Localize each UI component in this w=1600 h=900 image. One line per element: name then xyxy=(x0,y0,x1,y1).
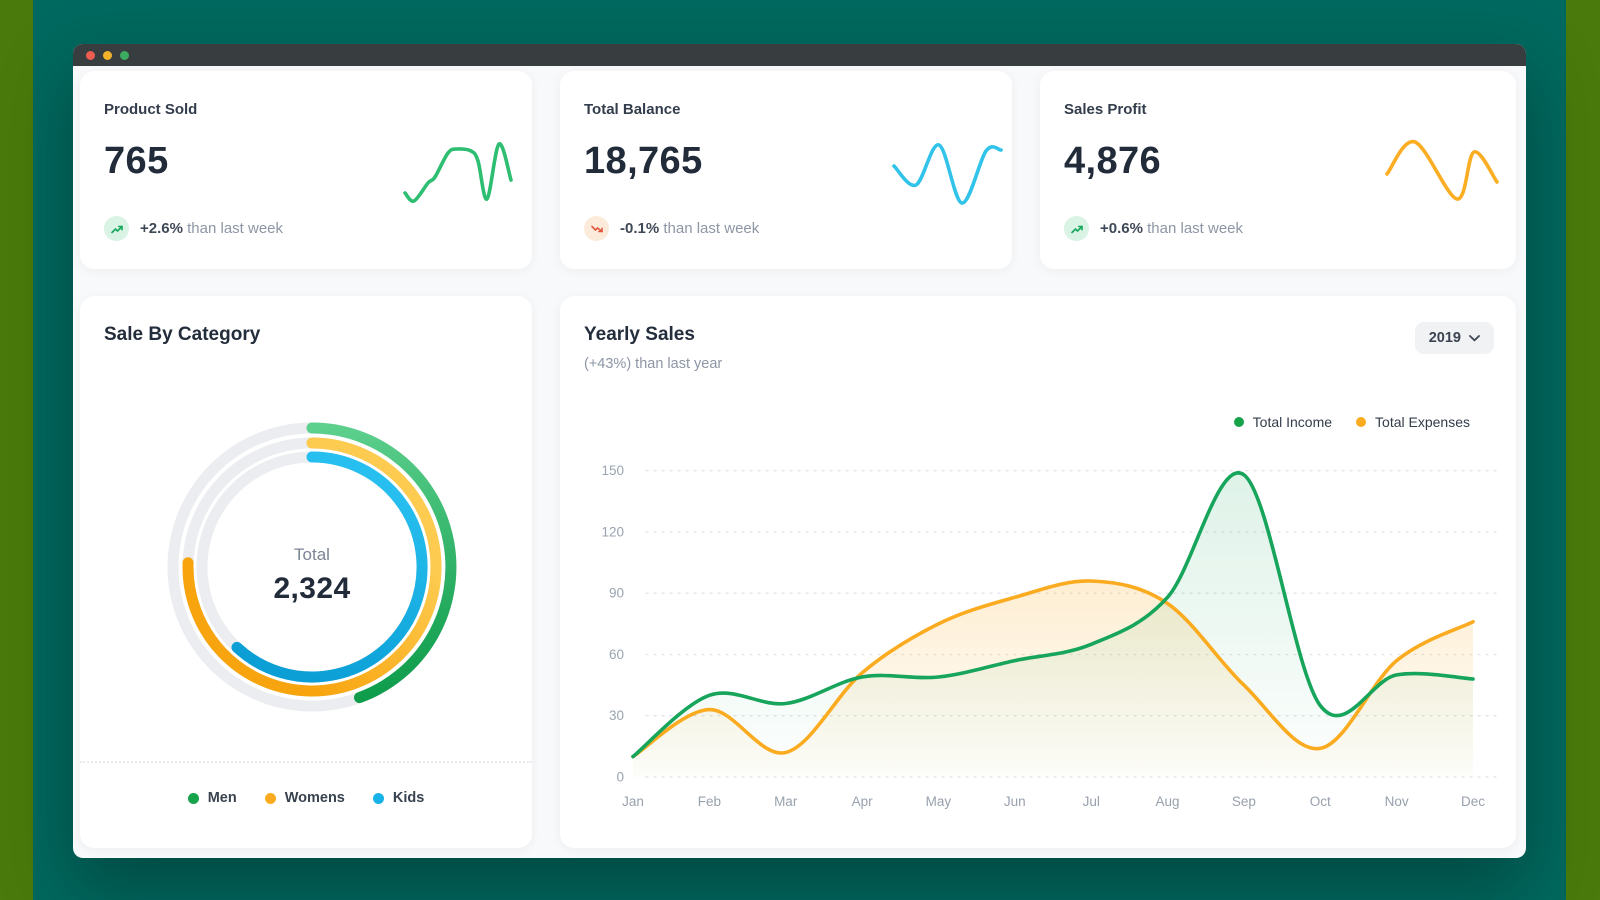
stat-card-product-sold: Product Sold 765 +2.6% than last week xyxy=(80,71,532,269)
sales-profit-sparkline xyxy=(1385,140,1499,201)
trend-up-icon xyxy=(1064,216,1089,241)
stat-change-text: +2.6% than last week xyxy=(140,220,283,237)
stat-title: Sales Profit xyxy=(1064,101,1147,118)
category-legend: Men Womens Kids xyxy=(80,790,532,806)
legend-label: Total Income xyxy=(1252,414,1333,430)
svg-text:60: 60 xyxy=(609,647,624,662)
donut-center-total: Total 2,324 xyxy=(162,545,462,606)
stat-card-sales-profit: Sales Profit 4,876 +0.6% than last week xyxy=(1040,71,1516,269)
svg-text:120: 120 xyxy=(601,525,624,540)
card-subtitle: (+43%) than last year xyxy=(584,356,723,372)
stat-footer: +0.6% than last week xyxy=(1064,216,1243,241)
card-title: Sale By Category xyxy=(104,324,261,345)
chevron-down-icon xyxy=(1469,334,1480,341)
stat-change: -0.1% xyxy=(620,220,660,237)
svg-text:Nov: Nov xyxy=(1385,794,1409,809)
svg-text:Jan: Jan xyxy=(622,794,644,809)
total-income-legend-dot xyxy=(1233,417,1244,427)
womens-legend-dot xyxy=(264,792,276,804)
yearly-sales-card: Yearly Sales (+43%) than last year 2019 … xyxy=(560,296,1516,848)
trend-down-icon xyxy=(584,216,609,241)
window-titlebar xyxy=(73,44,1526,66)
svg-text:Aug: Aug xyxy=(1155,794,1179,809)
stat-change-text: +0.6% than last week xyxy=(1100,220,1243,237)
stat-card-total-balance: Total Balance 18,765 -0.1% than last wee… xyxy=(560,71,1012,269)
minimize-button[interactable] xyxy=(103,50,112,60)
legend-label: Men xyxy=(207,790,237,806)
svg-text:Oct: Oct xyxy=(1310,794,1331,809)
stat-value: 18,765 xyxy=(584,140,703,182)
svg-text:Jul: Jul xyxy=(1083,794,1100,809)
legend-item-total-expenses[interactable]: Total Expenses xyxy=(1356,414,1470,430)
legend-label: Kids xyxy=(392,790,425,806)
trend-up-icon xyxy=(104,216,129,241)
svg-text:May: May xyxy=(926,794,952,809)
men-legend-dot xyxy=(187,792,199,804)
yearly-chart-legend: Total Income Total Expenses xyxy=(1233,414,1470,430)
legend-item-womens[interactable]: Womens xyxy=(264,790,345,806)
dashboard-grid: Product Sold 765 +2.6% than last week To… xyxy=(80,71,1516,848)
svg-text:Sep: Sep xyxy=(1232,794,1256,809)
svg-text:Feb: Feb xyxy=(698,794,721,809)
stat-change-note: than last week xyxy=(1147,220,1244,237)
stat-change-note: than last week xyxy=(663,220,760,237)
stat-change-text: -0.1% than last week xyxy=(620,220,759,237)
total-expenses-legend-dot xyxy=(1356,417,1367,427)
year-selector-value: 2019 xyxy=(1428,330,1461,346)
yearly-sales-chart: 0 30 60 90 120 150 Jan Feb Mar Apr May Jun Jul Aug Sep… xyxy=(601,463,1497,809)
legend-item-men[interactable]: Men xyxy=(187,790,237,806)
legend-label: Womens xyxy=(284,790,345,806)
svg-text:90: 90 xyxy=(609,586,624,601)
kids-legend-dot xyxy=(372,792,384,804)
svg-text:Mar: Mar xyxy=(774,794,798,809)
stat-value: 4,876 xyxy=(1064,140,1162,182)
legend-item-kids[interactable]: Kids xyxy=(372,790,425,806)
stat-change: +0.6% xyxy=(1100,220,1143,237)
stat-value: 765 xyxy=(104,140,169,182)
stat-change-note: than last week xyxy=(187,220,284,237)
svg-text:Apr: Apr xyxy=(852,794,874,809)
product-sold-sparkline xyxy=(403,142,513,203)
legend-divider xyxy=(80,761,532,763)
svg-text:0: 0 xyxy=(616,770,624,785)
stat-footer: -0.1% than last week xyxy=(584,216,759,241)
svg-text:150: 150 xyxy=(601,463,624,478)
svg-text:Jun: Jun xyxy=(1004,794,1026,809)
stat-title: Product Sold xyxy=(104,101,198,118)
sale-by-category-card: Sale By Category Total 2,324 Men Womens … xyxy=(80,296,532,848)
expand-button[interactable] xyxy=(120,50,129,60)
stat-change: +2.6% xyxy=(140,220,183,237)
donut-total-label: Total xyxy=(294,545,330,564)
year-selector[interactable]: 2019 xyxy=(1414,322,1494,354)
category-donut-chart: Total 2,324 xyxy=(162,417,462,717)
card-title: Yearly Sales xyxy=(584,324,695,345)
svg-text:Dec: Dec xyxy=(1461,794,1485,809)
legend-item-total-income[interactable]: Total Income xyxy=(1233,414,1333,430)
stat-title: Total Balance xyxy=(584,101,681,118)
dashboard-window: Product Sold 765 +2.6% than last week To… xyxy=(73,44,1526,858)
stat-footer: +2.6% than last week xyxy=(104,216,283,241)
close-button[interactable] xyxy=(86,50,95,60)
svg-text:30: 30 xyxy=(609,708,624,723)
legend-label: Total Expenses xyxy=(1375,414,1470,430)
donut-total-value: 2,324 xyxy=(273,572,351,605)
total-balance-sparkline xyxy=(892,143,1003,205)
